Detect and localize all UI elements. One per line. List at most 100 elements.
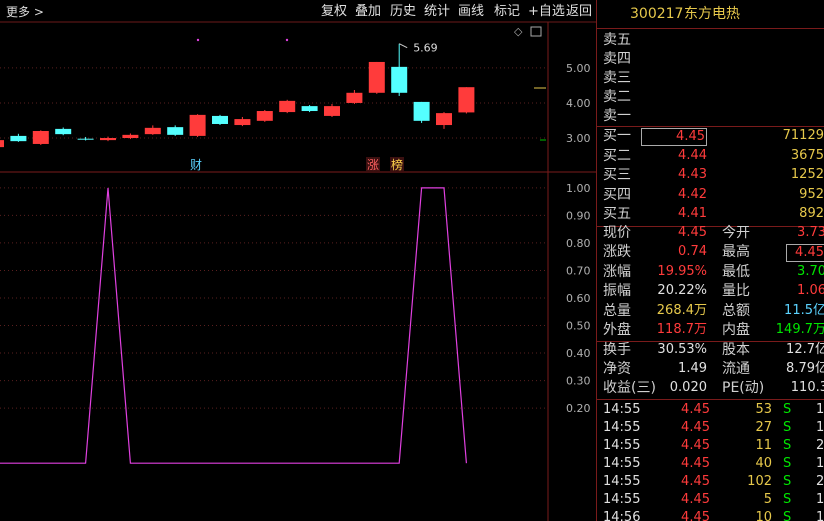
toolbar-button[interactable]: 返回 [566, 4, 593, 19]
candle-body [10, 135, 27, 142]
ask-label: 卖二 [603, 89, 631, 105]
tick-time: 14:55 [603, 456, 641, 471]
toolbar-button[interactable]: +自选 [528, 4, 565, 19]
stat-label: 今开 [722, 225, 750, 241]
candle-body [32, 130, 49, 144]
y-tick-label: 0.60 [566, 292, 591, 305]
bid-label: 买三 [603, 167, 631, 183]
candle-body [436, 113, 452, 126]
stat-label: 现价 [603, 225, 631, 241]
candle-body [301, 106, 318, 112]
tick-time: 14:55 [603, 402, 641, 417]
stat-label: 量比 [722, 283, 750, 300]
ask-label: 卖四 [603, 51, 631, 67]
toolbar-button[interactable]: 历史 [390, 4, 417, 19]
window-icon[interactable] [530, 26, 542, 37]
bid-price: 4.45 [641, 128, 707, 146]
y-tick-label: 0.40 [566, 347, 591, 360]
diamond-icon[interactable]: ◇ [514, 25, 523, 38]
finance-label: 股本 [722, 342, 750, 358]
tick-volume: 11 [755, 438, 772, 453]
stat-label: 涨跌 [603, 244, 631, 261]
bid-price: 4.43 [678, 167, 707, 182]
event-marker: 财 [190, 158, 202, 172]
tick-price: 4.45 [681, 474, 710, 489]
toolbar-button[interactable]: 叠加 [355, 4, 382, 19]
stat-value: 4.45 [786, 244, 824, 263]
toolbar-button[interactable]: 画线 [458, 4, 485, 19]
separator [597, 226, 824, 227]
y-tick-label: 0.80 [566, 237, 591, 250]
stat-label: 最低 [722, 263, 750, 280]
tick-time: 14:55 [603, 438, 641, 453]
tick-volume: 102 [747, 474, 772, 489]
finance-label: 收益(三) [603, 380, 656, 397]
tick-price: 4.45 [681, 492, 710, 507]
finance-label: 换手 [603, 342, 631, 358]
marker-box [366, 157, 380, 171]
y-tick-label: 1.00 [566, 182, 591, 195]
tick-side: S [783, 456, 792, 471]
bid-label: 买四 [603, 186, 631, 203]
finance-value: 1.49 [678, 361, 707, 377]
tick-price: 4.45 [681, 402, 710, 417]
stat-label: 最高 [722, 244, 750, 261]
stat-value: 149.7万 [775, 322, 824, 337]
bid-volume: 3675 [790, 147, 824, 163]
finance-value: 110.3 [790, 380, 824, 396]
tick-time: 14:56 [603, 510, 641, 521]
stat-value: 1.06 [797, 283, 824, 299]
tick-side: S [783, 420, 792, 435]
more-button[interactable]: 更多 > [6, 5, 44, 19]
high-label: 5.69 [413, 42, 438, 55]
high-pointer [398, 43, 408, 49]
tick-side: S [783, 438, 792, 453]
stat-label: 总量 [603, 302, 631, 319]
finance-label: 净资 [603, 361, 631, 378]
bid-volume: 1252 [790, 167, 824, 182]
candle-body [279, 100, 296, 113]
dot [196, 38, 200, 42]
stat-value: 3.70 [797, 263, 824, 279]
y-tick-label: 0.50 [566, 320, 591, 333]
candle-body [167, 127, 184, 135]
tick-volume: 10 [755, 510, 772, 521]
stat-value: 11.5亿 [784, 302, 824, 318]
candle-body [324, 106, 340, 116]
candle-body [77, 138, 94, 140]
event-marker: 涨 [367, 157, 379, 172]
tick-price: 4.45 [681, 510, 710, 521]
tick-count: 1 [816, 456, 824, 471]
stat-label: 外盘 [603, 322, 631, 338]
stat-value: 20.22% [657, 283, 707, 299]
finance-value: 12.7亿 [786, 342, 824, 357]
y-tick-label: 4.00 [566, 97, 591, 110]
indicator-group [0, 187, 467, 464]
toolbar-button[interactable]: 统计 [424, 4, 451, 19]
y-tick-label: 0.70 [566, 264, 591, 277]
y-tick-label: 5.00 [566, 62, 591, 75]
stock-name: 东方电热 [684, 6, 740, 22]
bid-price: 4.41 [678, 206, 707, 221]
finance-label: PE(动) [722, 380, 765, 397]
tick-time: 14:55 [603, 492, 641, 507]
stat-value: 4.45 [678, 225, 707, 240]
panel-divider [596, 0, 597, 521]
stat-value: 3.73 [797, 225, 824, 240]
tick-count: 1 [816, 510, 824, 521]
tick-side: S [783, 402, 792, 417]
y-tick-label: 3.00 [566, 132, 591, 145]
toolbar-button[interactable]: 标记 [494, 4, 521, 19]
ask-label: 卖一 [603, 108, 631, 124]
tick-price: 4.45 [681, 456, 710, 471]
stat-value: 0.74 [678, 244, 707, 260]
finance-value: 0.020 [669, 380, 707, 396]
candle-body [256, 111, 273, 121]
finance-value: 30.53% [657, 342, 707, 357]
ask-label: 卖五 [603, 32, 631, 48]
toolbar-button[interactable]: 复权 [321, 4, 348, 19]
event-marker: 榜 [391, 157, 403, 172]
bid-price: 4.42 [678, 186, 707, 202]
candle-body [368, 61, 385, 93]
